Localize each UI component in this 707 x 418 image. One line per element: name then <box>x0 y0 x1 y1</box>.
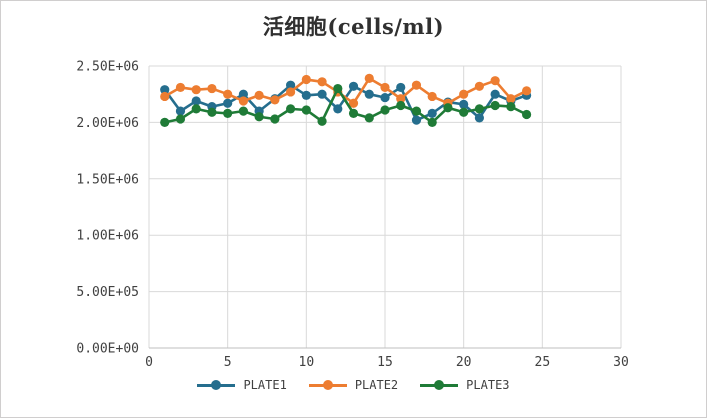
data-point <box>396 82 406 93</box>
data-point <box>396 100 406 111</box>
data-point <box>286 80 296 90</box>
data-point <box>301 74 311 85</box>
legend-item-plate1: PLATE1 <box>197 378 287 392</box>
x-tick-label: 5 <box>224 355 232 370</box>
data-point <box>411 115 422 125</box>
data-point <box>160 85 170 95</box>
data-point <box>411 106 422 116</box>
data-point <box>490 100 500 111</box>
data-point <box>348 108 359 118</box>
series-plate3 <box>160 83 532 127</box>
data-point <box>411 80 422 90</box>
legend-label-plate1: PLATE1 <box>243 378 287 392</box>
data-point <box>364 73 374 84</box>
data-point <box>254 112 264 122</box>
data-point <box>474 104 484 114</box>
data-point <box>317 116 327 126</box>
data-point <box>506 102 516 112</box>
x-tick-label: 25 <box>535 355 551 370</box>
data-point <box>207 107 217 117</box>
legend-dot-icon <box>434 380 445 390</box>
legend-marker-plate3 <box>420 380 459 390</box>
data-point <box>348 81 359 91</box>
data-point <box>191 104 201 114</box>
y-tick-label: 0.00E+00 <box>76 342 139 357</box>
data-point <box>522 86 532 96</box>
data-point <box>175 82 186 93</box>
data-point <box>238 96 248 106</box>
legend-item-plate3: PLATE3 <box>420 378 510 392</box>
data-point <box>207 83 217 94</box>
data-point <box>427 91 437 102</box>
y-tick-label: 2.50E+06 <box>76 60 139 75</box>
y-tick-label: 5.00E+05 <box>76 285 139 300</box>
data-point <box>364 89 374 99</box>
data-point <box>317 77 327 87</box>
data-point <box>191 96 201 106</box>
data-point <box>380 92 390 103</box>
y-tick-labels: 0.00E+00 5.00E+05 1.00E+06 1.50E+06 2.00E+06… <box>76 60 139 357</box>
data-point <box>160 91 170 102</box>
data-point <box>380 82 390 93</box>
data-point <box>380 105 390 115</box>
data-point <box>364 113 374 123</box>
data-point <box>254 90 264 100</box>
data-point <box>333 83 343 94</box>
legend-dot-icon <box>211 380 222 390</box>
y-tick-label: 1.00E+06 <box>76 229 139 244</box>
x-tick-label: 20 <box>456 355 472 370</box>
data-point <box>301 90 311 100</box>
data-point <box>223 98 233 108</box>
legend-label-plate2: PLATE2 <box>354 378 399 392</box>
data-point <box>474 81 484 91</box>
chart-legend: PLATE1 PLATE2 PLATE3 <box>1 378 706 392</box>
data-point <box>459 89 469 99</box>
x-tick-label: 10 <box>299 355 315 370</box>
data-point <box>286 104 296 114</box>
data-point <box>270 95 280 105</box>
data-point <box>223 108 233 118</box>
data-point <box>238 106 248 116</box>
data-point <box>301 105 311 115</box>
chart-title: 活细胞(cells/ml) <box>262 14 445 39</box>
x-tick-label: 15 <box>377 355 393 370</box>
data-point <box>459 99 469 109</box>
data-point <box>427 117 437 127</box>
data-point <box>223 89 233 99</box>
data-point <box>459 107 469 117</box>
data-point <box>317 89 327 99</box>
legend-marker-plate1 <box>197 380 236 390</box>
data-point <box>474 113 484 123</box>
data-point <box>238 89 248 99</box>
x-tick-label: 0 <box>145 355 153 370</box>
data-point <box>490 76 500 86</box>
data-point <box>175 106 186 116</box>
legend-marker-plate2 <box>308 380 347 390</box>
data-point <box>443 103 453 113</box>
data-point <box>333 104 343 114</box>
data-point <box>191 85 201 95</box>
legend-label-plate3: PLATE3 <box>466 378 510 392</box>
legend-dot-icon <box>322 380 333 390</box>
x-tick-label: 30 <box>613 355 629 370</box>
legend-item-plate2: PLATE2 <box>308 378 399 392</box>
data-point <box>160 117 170 127</box>
x-tick-labels: 0 5 10 15 20 25 30 <box>145 355 629 370</box>
data-point <box>522 109 532 120</box>
series-plate2 <box>160 73 532 108</box>
data-point <box>427 108 437 118</box>
data-point <box>348 98 359 108</box>
data-point <box>506 94 516 104</box>
y-tick-label: 2.00E+06 <box>76 116 139 131</box>
data-point <box>396 94 406 104</box>
data-point <box>286 87 296 97</box>
y-tick-label: 1.50E+06 <box>76 172 139 187</box>
data-point <box>490 89 500 99</box>
data-point <box>175 114 186 124</box>
data-point <box>270 114 280 124</box>
